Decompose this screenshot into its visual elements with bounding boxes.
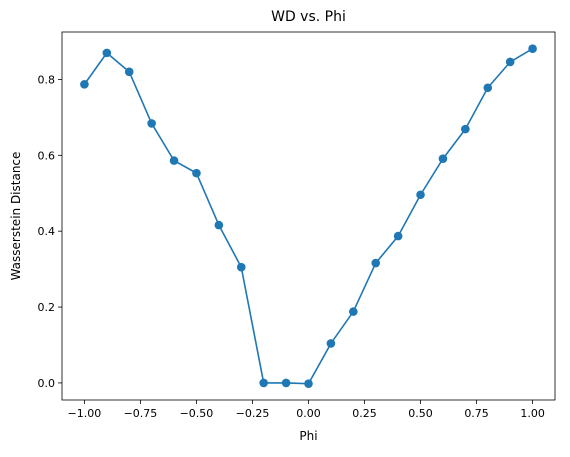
series-line bbox=[83, 48, 533, 385]
data-point bbox=[259, 378, 268, 388]
y-axis-ticks: 0.0 0.2 0.4 0.6 0.8 bbox=[38, 73, 62, 390]
y-tick-label: 0.6 bbox=[38, 149, 56, 162]
x-tick-label: −0.50 bbox=[180, 407, 214, 420]
x-axis-ticks: −1.00 −0.75 −0.50 −0.25 0.00 0.25 0.50 0.75 1.00 bbox=[68, 400, 545, 420]
y-tick-label: 0.4 bbox=[38, 225, 56, 238]
data-point bbox=[326, 339, 336, 348]
x-tick-label: 0.00 bbox=[296, 407, 321, 420]
data-point bbox=[505, 57, 515, 67]
plot-frame bbox=[61, 31, 556, 401]
x-tick-label: −1.00 bbox=[68, 407, 102, 420]
data-point bbox=[147, 119, 156, 128]
data-point bbox=[371, 258, 381, 268]
x-tick-label: −0.25 bbox=[236, 407, 270, 420]
y-tick-label: 0.2 bbox=[38, 301, 56, 314]
data-point bbox=[192, 168, 201, 178]
x-tick-label: −0.75 bbox=[124, 407, 158, 420]
chart-title: WD vs. Phi bbox=[271, 9, 346, 25]
data-point bbox=[438, 154, 448, 164]
data-point bbox=[102, 48, 112, 58]
data-point bbox=[393, 231, 403, 241]
plot-area bbox=[80, 44, 537, 388]
x-tick-label: 0.75 bbox=[464, 407, 489, 420]
data-point bbox=[528, 44, 537, 53]
data-point bbox=[461, 124, 470, 134]
data-point bbox=[349, 307, 358, 316]
data-point bbox=[281, 378, 291, 388]
x-axis-label: Phi bbox=[299, 429, 317, 443]
data-point bbox=[169, 156, 179, 165]
x-tick-label: 0.25 bbox=[352, 407, 377, 420]
data-point bbox=[214, 220, 224, 230]
data-point bbox=[80, 80, 89, 89]
x-tick-label: 1.00 bbox=[520, 407, 545, 420]
data-point bbox=[304, 379, 313, 388]
data-point bbox=[483, 83, 493, 93]
x-tick-label: 0.50 bbox=[408, 407, 433, 420]
data-point bbox=[416, 190, 425, 200]
y-tick-label: 0.8 bbox=[38, 73, 56, 86]
y-tick-label: 0.0 bbox=[38, 377, 56, 390]
y-axis-label: Wasserstein Distance bbox=[9, 152, 23, 281]
data-point bbox=[236, 262, 246, 272]
data-point bbox=[124, 67, 134, 77]
